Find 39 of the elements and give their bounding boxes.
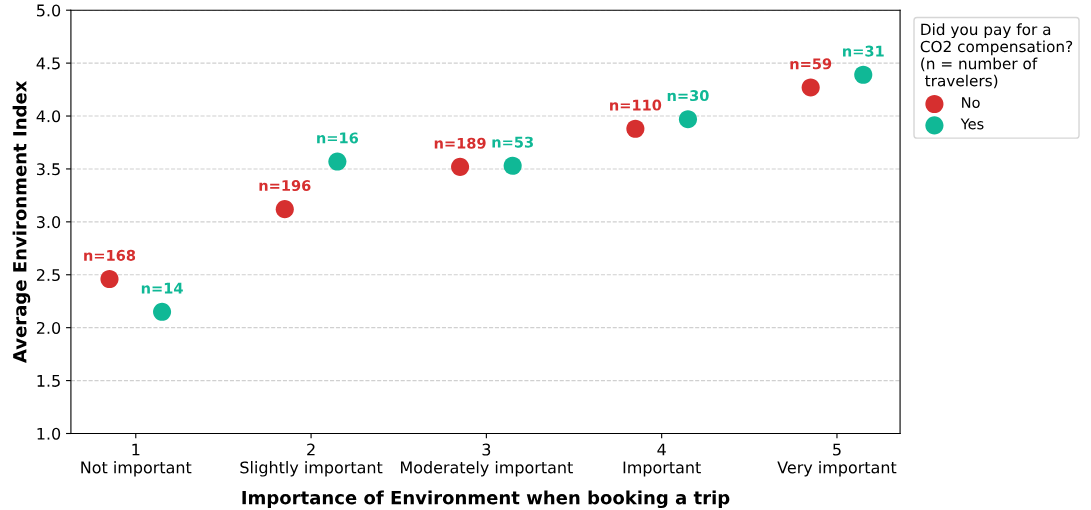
- x-axis-title: Importance of Environment when booking a trip: [242, 490, 730, 509]
- point: [328, 152, 347, 171]
- annotation: n=30: [667, 90, 709, 102]
- y-tick-label: 3.5: [37, 163, 60, 176]
- point: [503, 156, 522, 175]
- y-tick-label: 1.5: [37, 375, 60, 387]
- point: [854, 65, 873, 84]
- y-axis-title: Average Environment Index: [12, 80, 31, 363]
- annotation: n=110: [610, 99, 662, 111]
- annotation: n=53: [492, 136, 533, 148]
- point: [100, 269, 119, 289]
- y-tick-label: 5.0: [37, 4, 61, 17]
- y-tick-label: 4.0: [36, 110, 61, 123]
- legend-title: Did you pay for a CO2 compensation? (n = number of travelers): [920, 23, 1073, 89]
- y-tick-label: 2.0: [36, 321, 61, 334]
- annotation: n=168: [84, 249, 136, 261]
- annotation: n=14: [141, 282, 183, 294]
- point: [153, 302, 172, 321]
- annotation: n=31: [843, 45, 884, 57]
- annotation: n=59: [790, 58, 832, 70]
- y-tick-label: 2.5: [36, 268, 60, 282]
- annotation: n=189: [434, 137, 486, 149]
- x-tick-label: 3 Moderately important: [401, 443, 573, 477]
- point: [626, 119, 645, 138]
- y-tick-label: 1.0: [37, 427, 61, 440]
- legend-label: No: [962, 97, 980, 109]
- x-tick-label: 2 Slightly important: [240, 443, 383, 477]
- y-tick-label: 4.5: [36, 57, 60, 70]
- point: [678, 110, 698, 129]
- point: [801, 78, 820, 97]
- legend-label: Yes: [960, 118, 984, 130]
- annotation: n=196: [259, 180, 311, 192]
- point: [275, 200, 294, 219]
- x-tick-label: 5 Very important: [777, 443, 897, 477]
- annotation: n=16: [317, 132, 359, 144]
- x-tick-label: 1 Not important: [81, 443, 192, 477]
- point: [451, 157, 470, 176]
- y-tick-label: 3.0: [37, 216, 61, 229]
- x-tick-label: 4 Important: [623, 443, 701, 477]
